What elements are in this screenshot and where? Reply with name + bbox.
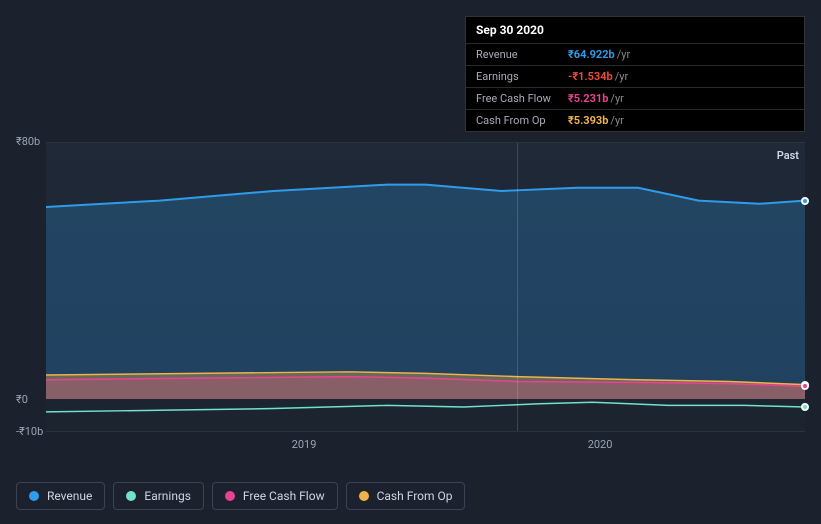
- series-endpoint-earnings: [801, 403, 809, 411]
- tooltip-row: Earnings-₹1.534b /yr: [466, 65, 804, 87]
- legend-label: Revenue: [47, 489, 92, 503]
- y-axis-tick: ₹0: [16, 393, 28, 406]
- legend-label: Cash From Op: [377, 489, 453, 503]
- tooltip-row: Free Cash Flow₹5.231b /yr: [466, 87, 804, 109]
- tooltip-row-suffix: /yr: [610, 92, 623, 105]
- legend-toggle-earnings[interactable]: Earnings: [113, 482, 204, 510]
- series-area-revenue: [46, 185, 805, 399]
- tooltip-row: Revenue₹64.922b /yr: [466, 43, 804, 65]
- tooltip-row-value: ₹5.231b: [568, 92, 608, 105]
- chart-tooltip: Sep 30 2020 Revenue₹64.922b /yrEarnings-…: [465, 16, 805, 132]
- tooltip-row-value: ₹64.922b: [568, 48, 615, 61]
- legend-label: Free Cash Flow: [243, 489, 325, 503]
- past-divider: [517, 143, 518, 431]
- chart-legend: Revenue Earnings Free Cash Flow Cash From O…: [16, 482, 465, 510]
- legend-toggle-cash_from_op[interactable]: Cash From Op: [346, 482, 466, 510]
- legend-label: Earnings: [144, 489, 191, 503]
- series-line-earnings: [46, 402, 805, 412]
- legend-swatch: [29, 491, 39, 501]
- tooltip-date: Sep 30 2020: [466, 17, 804, 43]
- legend-toggle-free_cash_flow[interactable]: Free Cash Flow: [212, 482, 338, 510]
- tooltip-row-suffix: /yr: [615, 70, 628, 83]
- legend-toggle-revenue[interactable]: Revenue: [16, 482, 105, 510]
- past-label: Past: [777, 149, 799, 162]
- chart-plot[interactable]: Past: [46, 142, 805, 432]
- tooltip-row-value: -₹1.534b: [568, 70, 613, 83]
- series-endpoint-free_cash_flow: [801, 382, 809, 390]
- legend-swatch: [225, 491, 235, 501]
- tooltip-row-label: Earnings: [476, 70, 568, 83]
- y-axis-tick: -₹10b: [16, 425, 43, 438]
- tooltip-row-suffix: /yr: [617, 48, 630, 61]
- x-axis-tick: 2020: [588, 438, 613, 451]
- tooltip-row-label: Revenue: [476, 48, 568, 61]
- x-axis: 2019 2020: [46, 438, 805, 458]
- legend-swatch: [359, 491, 369, 501]
- series-endpoint-revenue: [801, 197, 809, 205]
- tooltip-row-label: Free Cash Flow: [476, 92, 568, 105]
- chart-container: ₹80b ₹0 -₹10b Past 2019 2020: [16, 120, 805, 464]
- x-axis-tick: 2019: [292, 438, 317, 451]
- legend-swatch: [126, 491, 136, 501]
- y-axis-tick: ₹80b: [16, 135, 40, 148]
- chart-svg: [46, 143, 805, 431]
